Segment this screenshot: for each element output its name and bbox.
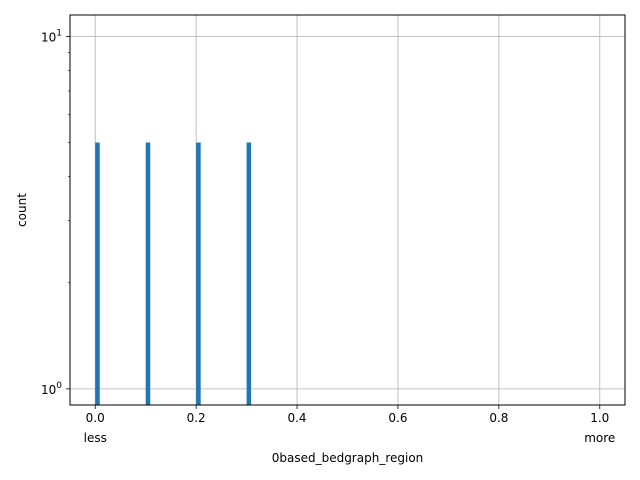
- x-tick-label: 0.6: [388, 411, 407, 425]
- histogram-bar: [196, 142, 201, 405]
- x-tick-label: 0.2: [187, 411, 206, 425]
- histogram-bar: [145, 142, 151, 405]
- x-tick-label: 1.0: [590, 411, 609, 425]
- x-tick-label: 0.4: [287, 411, 306, 425]
- histogram-bar: [246, 142, 252, 405]
- x-edge-label: less: [84, 431, 107, 445]
- histogram-bar: [95, 142, 100, 405]
- x-tick-label: 0.8: [489, 411, 508, 425]
- x-axis-label: 0based_bedgraph_region: [272, 451, 424, 465]
- y-tick-label: 100: [41, 381, 62, 397]
- y-axis-label: count: [15, 193, 29, 227]
- plot-frame: [69, 14, 626, 406]
- x-edge-label: more: [584, 431, 615, 445]
- x-tick-label: 0.0: [86, 411, 105, 425]
- bars: [95, 142, 252, 405]
- y-tick-label: 101: [41, 28, 62, 44]
- axis-ticks: 0.0 0.2 0.4 0.6 0.8 1.0 less more 100 101: [41, 28, 615, 445]
